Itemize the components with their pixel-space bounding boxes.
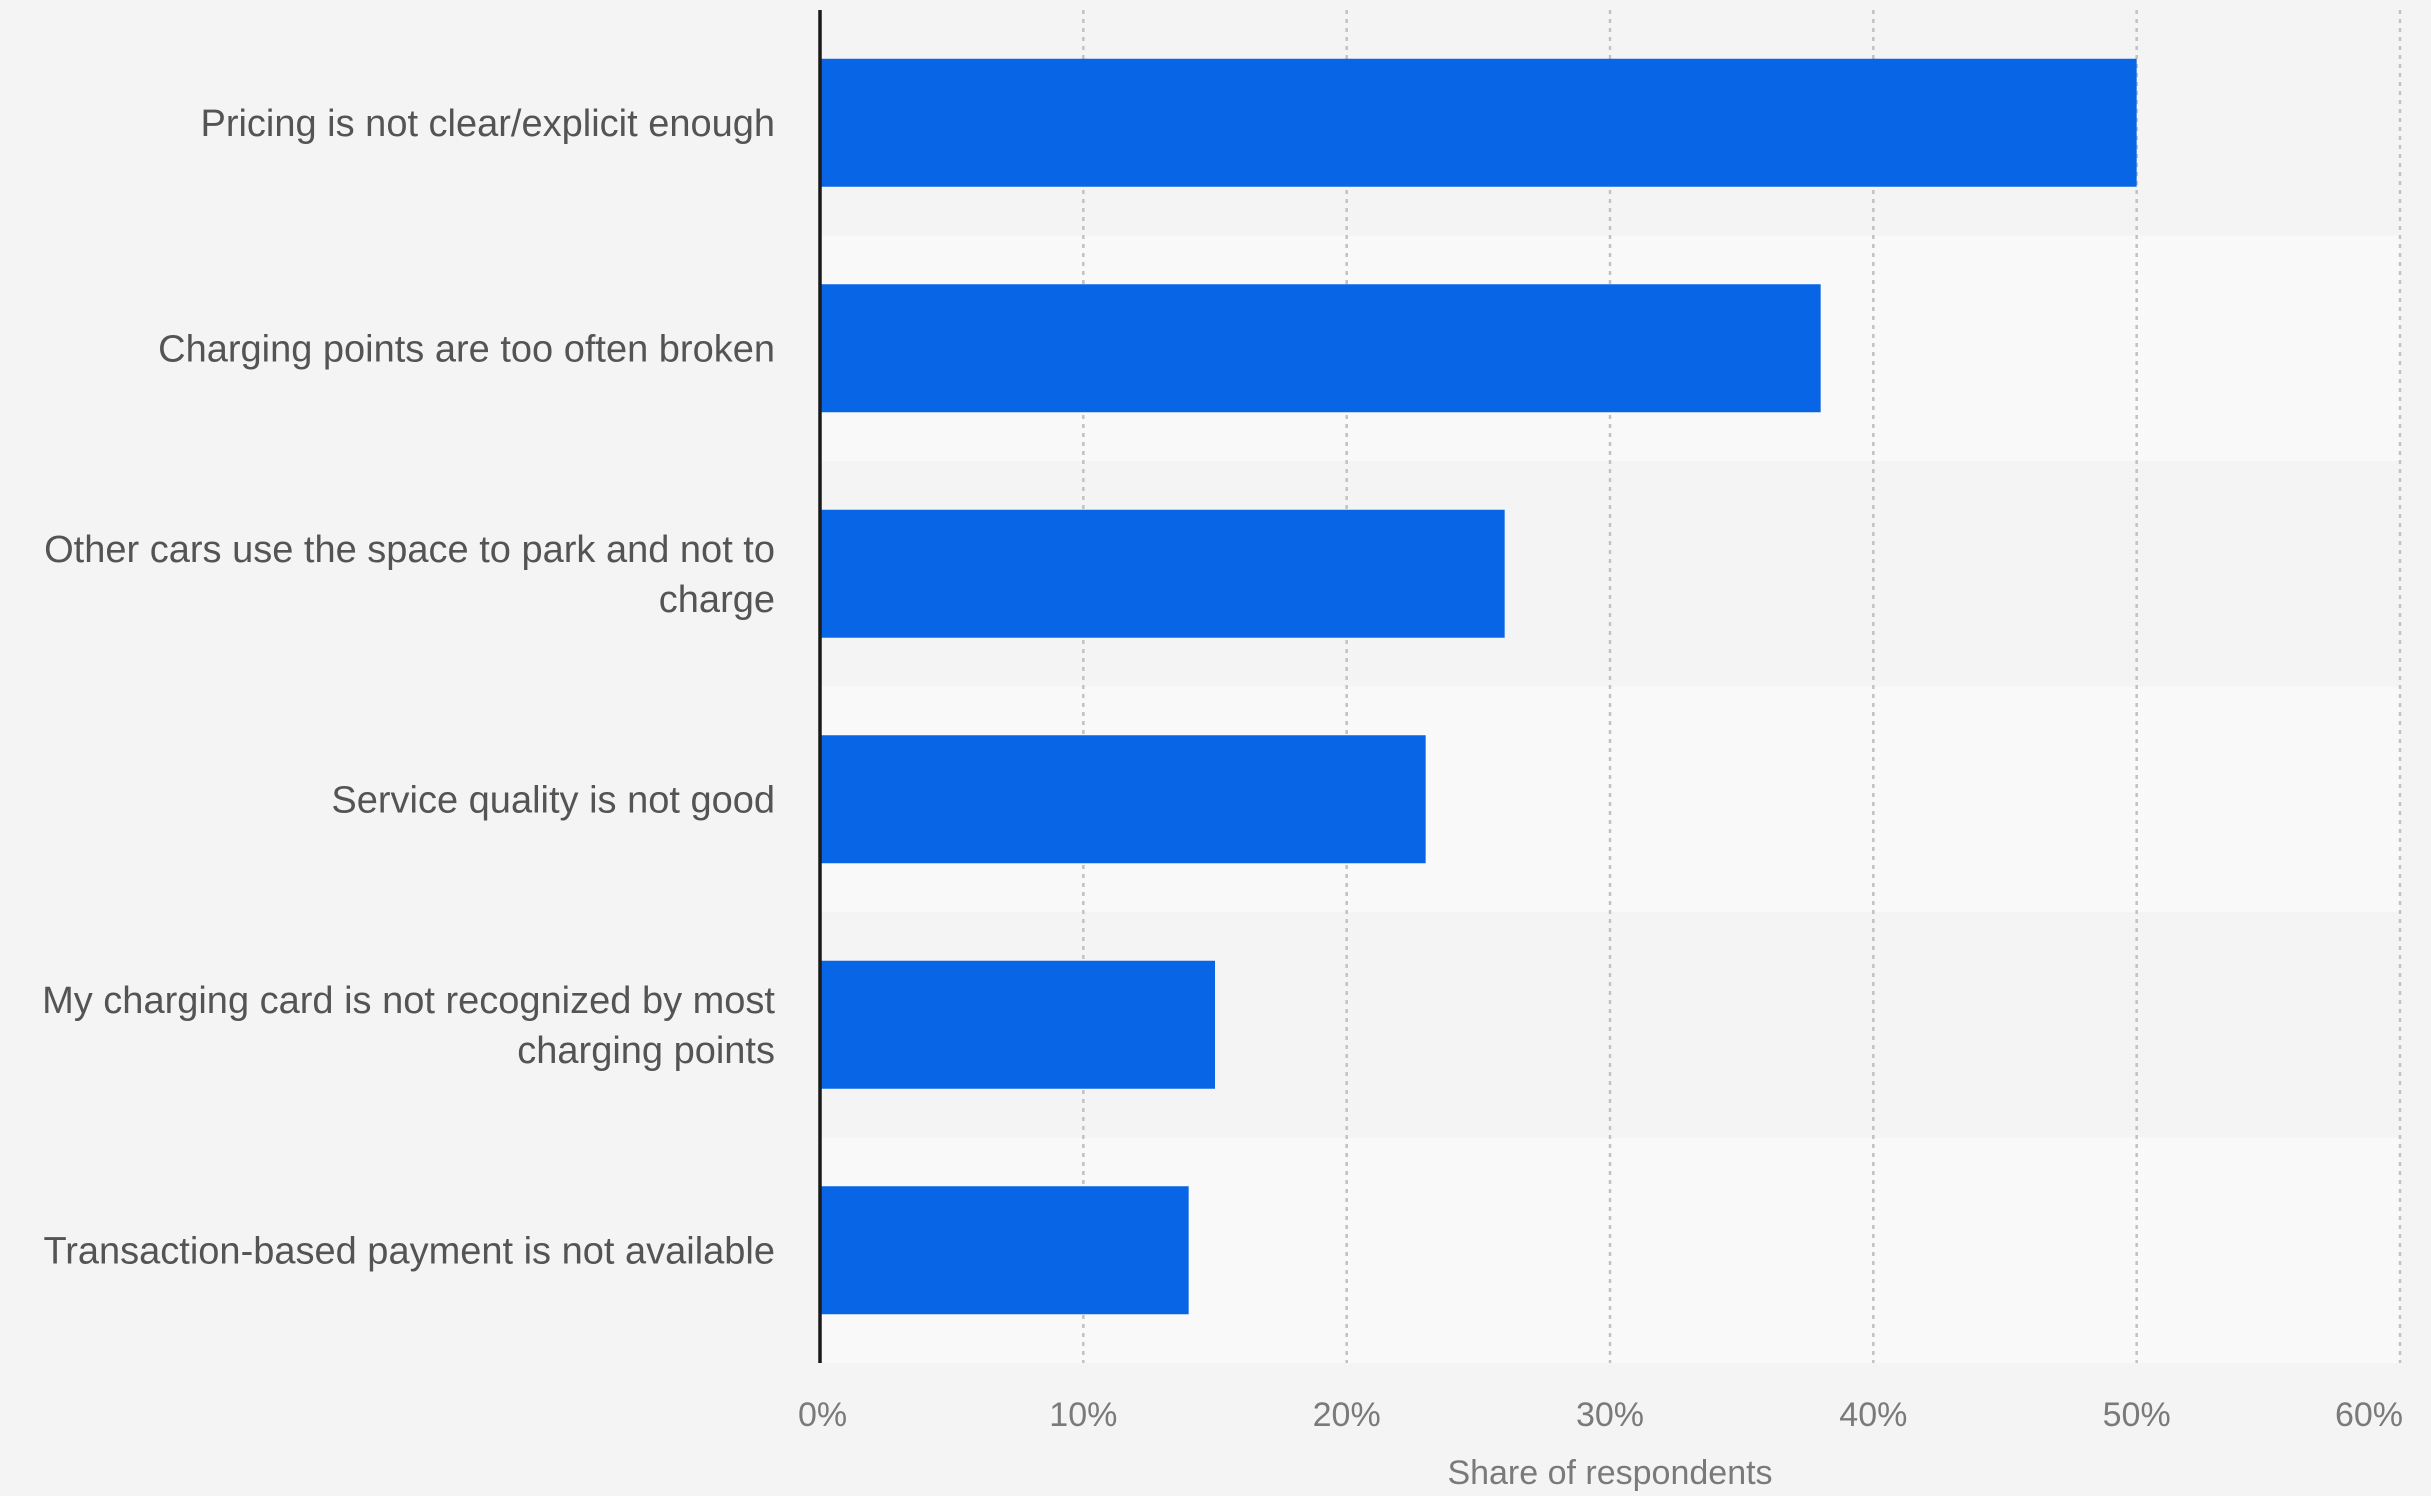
bar xyxy=(820,509,1505,638)
category-label: Service quality is not good xyxy=(331,779,775,821)
bar xyxy=(820,735,1426,864)
x-tick-label: 40% xyxy=(1839,1396,1907,1434)
x-tick-label: 30% xyxy=(1576,1396,1644,1434)
category-label: Pricing is not clear/explicit enough xyxy=(200,103,775,145)
category-label: My charging card is not recognized by mo… xyxy=(42,980,775,1072)
bar xyxy=(820,58,2137,187)
category-label: Transaction-based payment is not availab… xyxy=(43,1230,775,1272)
x-tick-label: 20% xyxy=(1313,1396,1381,1434)
bar xyxy=(820,960,1215,1089)
gridlines xyxy=(1082,10,2402,1363)
x-tick-labels: 0% 10% 20% 30% 40% 50% 60% xyxy=(798,1396,2403,1434)
x-axis-title: Share of respondents xyxy=(1447,1454,1772,1491)
category-label: Charging points are too often broken xyxy=(158,328,775,370)
x-tick-label: 60% xyxy=(2335,1396,2403,1434)
bars xyxy=(820,58,2137,1315)
category-labels: Pricing is not clear/explicit enough Char… xyxy=(42,103,775,1273)
category-label: Other cars use the space to park and not… xyxy=(44,529,775,621)
x-tick-label: 0% xyxy=(798,1396,847,1434)
x-tick-label: 50% xyxy=(2103,1396,2171,1434)
bar xyxy=(820,1186,1189,1315)
x-tick-label: 10% xyxy=(1049,1396,1117,1434)
bar xyxy=(820,284,1821,413)
